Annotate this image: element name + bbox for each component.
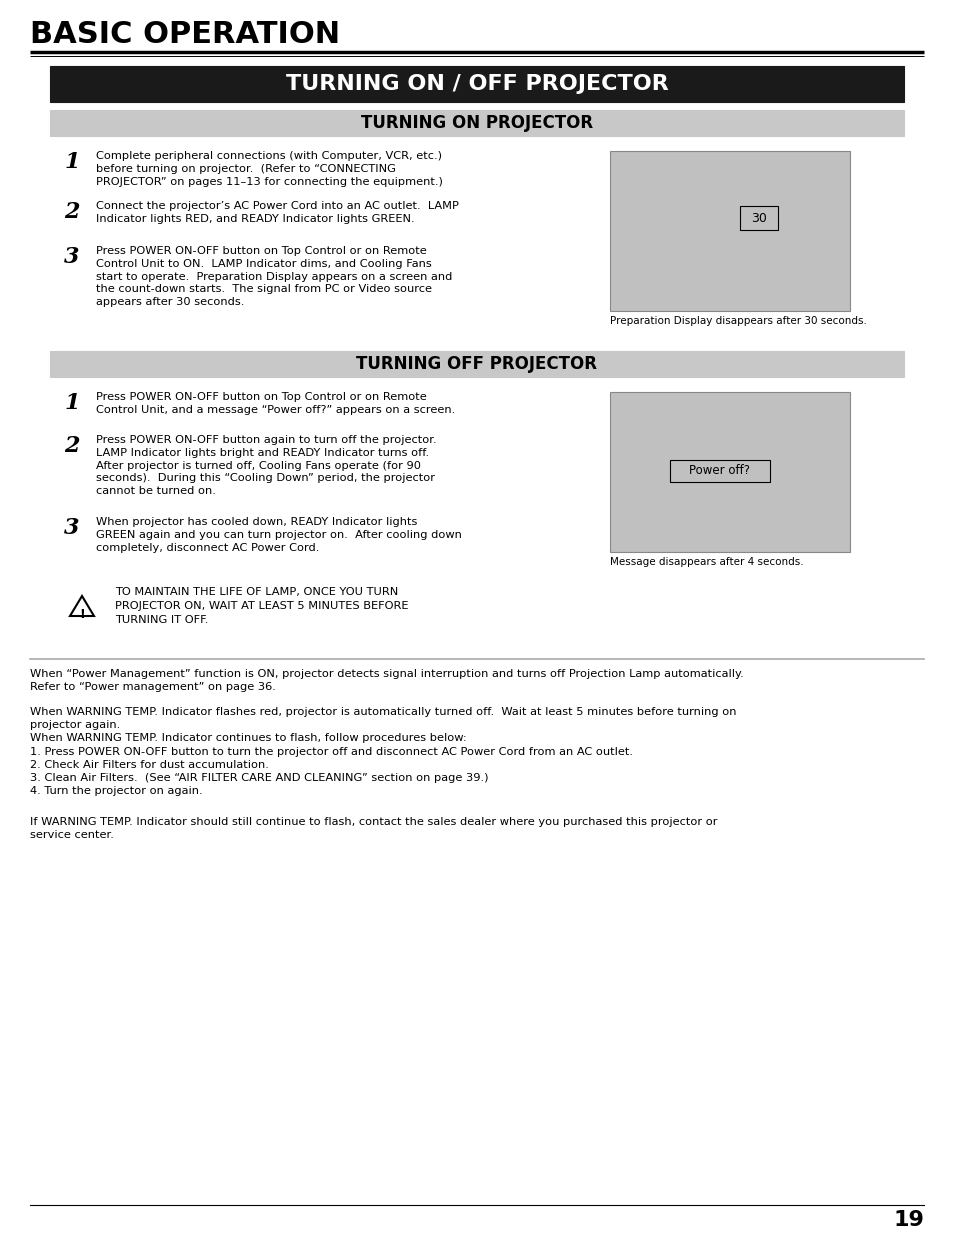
Text: !: !	[79, 609, 85, 621]
Text: 19: 19	[892, 1210, 923, 1230]
Text: Power off?: Power off?	[689, 464, 750, 478]
Text: Preparation Display disappears after 30 seconds.: Preparation Display disappears after 30 …	[609, 316, 866, 326]
Text: Connect the projector’s AC Power Cord into an AC outlet.  LAMP
Indicator lights : Connect the projector’s AC Power Cord in…	[96, 201, 458, 224]
Text: Complete peripheral connections (with Computer, VCR, etc.)
before turning on pro: Complete peripheral connections (with Co…	[96, 151, 442, 186]
Text: Press POWER ON-OFF button again to turn off the projector.
LAMP Indicator lights: Press POWER ON-OFF button again to turn …	[96, 435, 436, 496]
Text: 1: 1	[64, 391, 80, 414]
Text: 3: 3	[64, 246, 80, 268]
Bar	[609, 391, 849, 552]
Text: TURNING ON PROJECTOR: TURNING ON PROJECTOR	[360, 114, 593, 132]
Text: If WARNING TEMP. Indicator should still continue to flash, contact the sales dea: If WARNING TEMP. Indicator should still …	[30, 818, 717, 840]
Bar	[669, 459, 769, 482]
Bar	[50, 110, 903, 136]
Text: Press POWER ON-OFF button on Top Control or on Remote
Control Unit to ON.  LAMP : Press POWER ON-OFF button on Top Control…	[96, 246, 452, 308]
Bar	[50, 65, 903, 103]
Text: When WARNING TEMP. Indicator flashes red, projector is automatically turned off.: When WARNING TEMP. Indicator flashes red…	[30, 706, 736, 797]
Text: TURNING ON / OFF PROJECTOR: TURNING ON / OFF PROJECTOR	[285, 74, 668, 94]
Bar	[50, 351, 903, 377]
Text: Press POWER ON-OFF button on Top Control or on Remote
Control Unit, and a messag: Press POWER ON-OFF button on Top Control…	[96, 391, 455, 415]
Text: 30: 30	[750, 211, 766, 225]
Text: When projector has cooled down, READY Indicator lights
GREEN again and you can t: When projector has cooled down, READY In…	[96, 517, 461, 552]
Text: TURNING OFF PROJECTOR: TURNING OFF PROJECTOR	[356, 354, 597, 373]
Bar	[740, 206, 778, 230]
Text: TO MAINTAIN THE LIFE OF LAMP, ONCE YOU TURN
PROJECTOR ON, WAIT AT LEAST 5 MINUTE: TO MAINTAIN THE LIFE OF LAMP, ONCE YOU T…	[115, 587, 408, 625]
Text: 2: 2	[64, 201, 80, 224]
Text: 1: 1	[64, 151, 80, 173]
Text: Message disappears after 4 seconds.: Message disappears after 4 seconds.	[609, 557, 802, 567]
Text: When “Power Management” function is ON, projector detects signal interruption an: When “Power Management” function is ON, …	[30, 669, 743, 692]
Text: 3: 3	[64, 517, 80, 538]
Text: BASIC OPERATION: BASIC OPERATION	[30, 20, 340, 49]
Bar	[609, 151, 849, 311]
Text: 2: 2	[64, 435, 80, 457]
